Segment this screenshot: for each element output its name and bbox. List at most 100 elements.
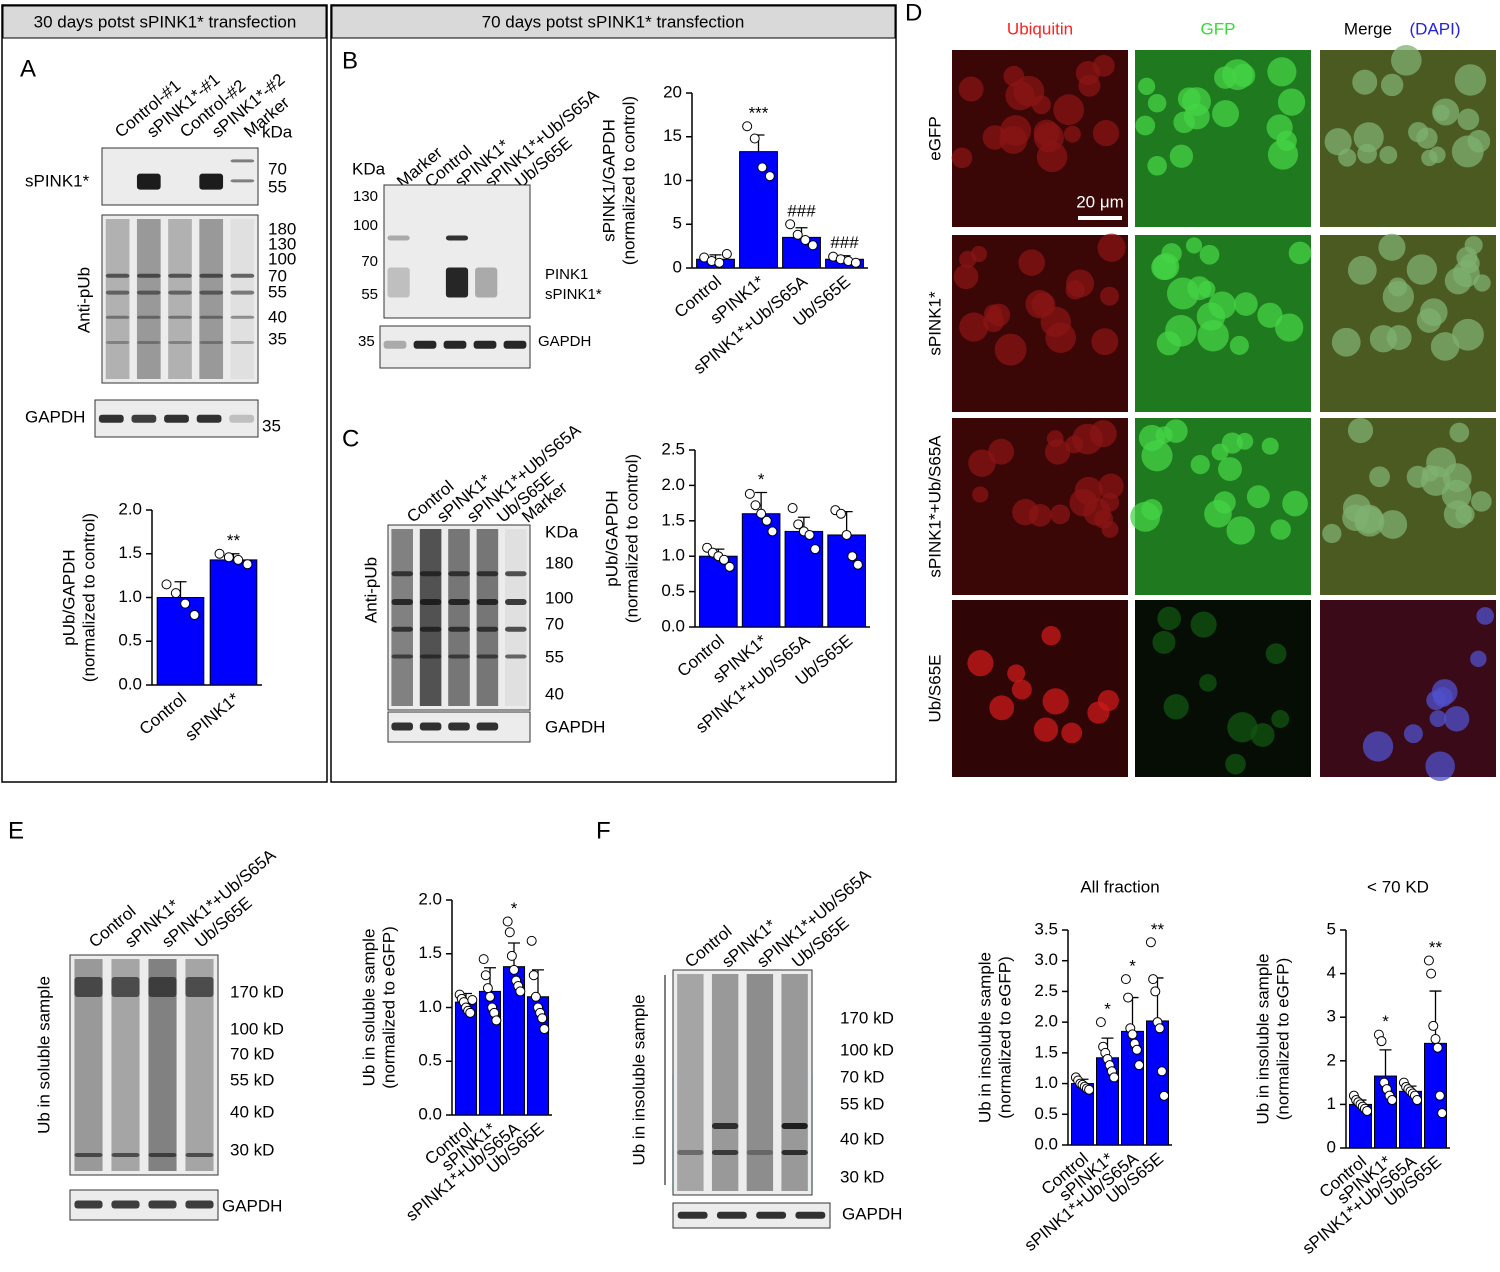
- data-point: [478, 954, 489, 965]
- blot-band: [677, 1150, 704, 1155]
- data-point: [467, 994, 478, 1005]
- data-point: [1387, 1095, 1398, 1106]
- cell: [1406, 465, 1429, 488]
- data-point: [764, 171, 775, 182]
- panel-a-header: [2, 5, 327, 39]
- row-label: Anti-pUb: [361, 557, 380, 623]
- blot-band: [781, 1150, 808, 1155]
- blot-band: [185, 977, 214, 997]
- cell: [1147, 93, 1167, 113]
- marker-label: 180: [268, 219, 296, 238]
- marker-label: 170 kD: [230, 982, 284, 1001]
- blot-band: [448, 599, 470, 605]
- cell: [972, 486, 989, 503]
- blot-band: [136, 315, 161, 319]
- cell: [1199, 674, 1217, 692]
- cell: [1226, 516, 1255, 545]
- blot-band: [475, 267, 498, 298]
- cell: [1007, 664, 1026, 683]
- data-point: [787, 503, 798, 514]
- cell: [1257, 302, 1283, 328]
- cell: [1033, 717, 1059, 742]
- y-tick-label: 2.5: [661, 439, 685, 458]
- data-point: [767, 526, 778, 537]
- error-bar: [1151, 977, 1164, 1021]
- blot-band: [230, 273, 255, 278]
- blot-band: [711, 1123, 739, 1129]
- cell: [1271, 710, 1290, 728]
- y-tick-label: 1.0: [418, 997, 442, 1016]
- cell: [1225, 753, 1246, 775]
- y-axis-label: Ub in insoluble sample: [1253, 953, 1272, 1124]
- panel-letter: F: [596, 817, 611, 844]
- column-label: (DAPI): [1410, 19, 1461, 38]
- blot-band: [756, 1211, 787, 1219]
- data-point: [1145, 937, 1156, 948]
- cell: [1061, 722, 1083, 744]
- blot-band: [105, 290, 130, 295]
- row-label: Ub/S65E: [925, 654, 944, 722]
- marker-label: 100: [353, 217, 378, 234]
- cell: [1429, 146, 1446, 164]
- row-label: Ub in insoluble sample: [629, 994, 648, 1165]
- y-tick-label: 0.5: [1034, 1104, 1058, 1123]
- blot-band: [199, 315, 224, 319]
- cell: [1378, 510, 1408, 539]
- data-point: [506, 950, 517, 961]
- significance-mark: *: [1104, 1000, 1111, 1019]
- blot-band: [445, 267, 469, 298]
- data-point: [515, 986, 526, 997]
- panel-letter: D: [905, 0, 922, 26]
- marker-label: 130: [353, 188, 378, 205]
- cell: [1050, 504, 1071, 525]
- data-point: [1430, 1034, 1441, 1044]
- cell: [1234, 292, 1258, 316]
- cell: [1218, 457, 1242, 482]
- data-point: [480, 970, 491, 981]
- marker-label: 70: [268, 266, 287, 285]
- marker-label: 70 kD: [230, 1044, 274, 1063]
- cell: [1031, 95, 1051, 115]
- y-axis-label: (normalized to eGFP): [995, 956, 1014, 1119]
- y-tick-label: 0: [1327, 1137, 1336, 1156]
- cell: [1270, 519, 1291, 540]
- data-point: [528, 970, 539, 981]
- cell: [987, 303, 1011, 327]
- blot-band: [505, 571, 527, 577]
- cell: [1454, 64, 1487, 96]
- cell: [1197, 320, 1229, 352]
- cell: [1066, 269, 1095, 298]
- data-point: [1432, 1042, 1443, 1053]
- cell: [1208, 291, 1236, 320]
- data-point: [1434, 1090, 1445, 1101]
- bar: [739, 151, 778, 269]
- data-point: [1134, 1060, 1145, 1071]
- unit-label: KDa: [545, 522, 579, 541]
- data-point: [721, 249, 732, 259]
- cell: [1380, 73, 1404, 97]
- blot-band: [413, 340, 437, 349]
- data-point: [1154, 1023, 1165, 1034]
- y-tick-label: 2.0: [661, 475, 685, 494]
- blot-smear: [136, 219, 161, 379]
- y-tick-label: 0: [673, 257, 682, 276]
- panel-header: 30 days potst sPINK1* transfection: [34, 12, 297, 31]
- marker-label: 30 kD: [230, 1140, 274, 1159]
- blot-band: [503, 340, 527, 349]
- blot-smear: [105, 219, 130, 379]
- cell: [1322, 523, 1342, 544]
- y-tick-label: 1.0: [661, 546, 685, 565]
- marker-label: 35: [268, 329, 287, 348]
- data-point: [761, 515, 772, 526]
- blot-band: [505, 654, 527, 659]
- data-point: [170, 588, 181, 599]
- cell: [1091, 328, 1119, 356]
- y-axis-label: (normalized to control): [619, 96, 638, 265]
- cell: [1138, 77, 1156, 95]
- blot-band: [419, 599, 442, 605]
- y-tick-label: 1.0: [118, 587, 142, 606]
- blot-smear: [746, 974, 774, 1191]
- cell: [1386, 325, 1412, 351]
- panel-bc-frame: [330, 4, 897, 783]
- blot-band: [419, 626, 442, 632]
